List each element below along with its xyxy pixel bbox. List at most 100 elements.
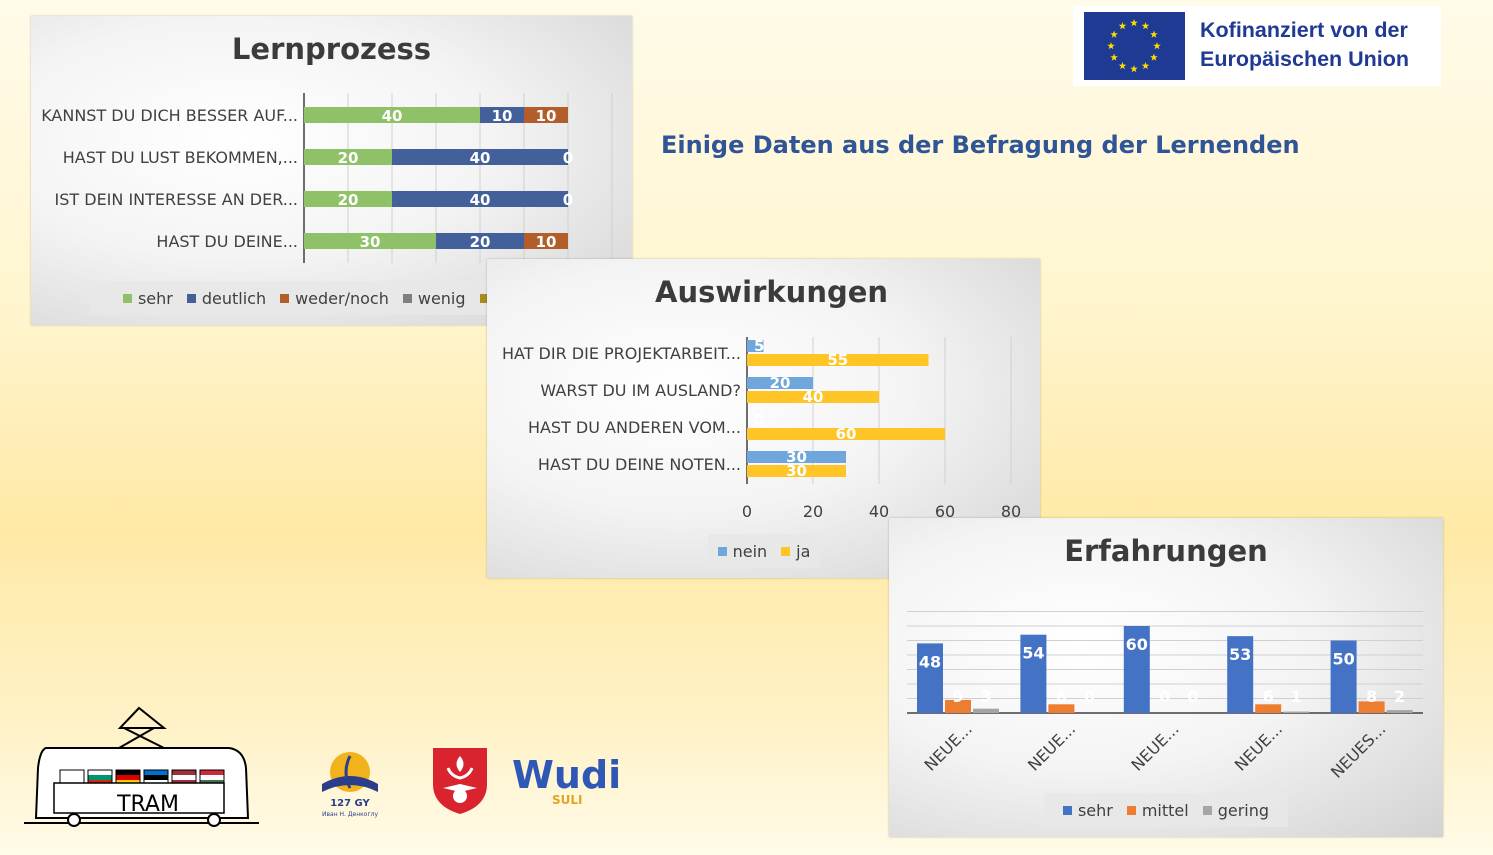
legend-swatch [479, 293, 489, 303]
data-label: 0 [754, 411, 764, 429]
bar-ja [747, 465, 846, 477]
category-label: NEUE... [1127, 719, 1182, 774]
legend-item: gering [1202, 800, 1270, 820]
wudi-suli-logo: Wudi SULI [512, 753, 621, 807]
eu-star-icon [1110, 30, 1118, 38]
legend-label: nein [732, 541, 768, 561]
school-logo-label: 127 GY [330, 798, 370, 809]
data-label: 48 [919, 652, 941, 671]
legend-label: weder/noch [295, 288, 389, 308]
data-label: 5 [754, 337, 764, 355]
category-label: HAST DU DEINE... [156, 232, 298, 251]
eu-text: Kofinanziert von der Europäischen Union [1200, 16, 1409, 74]
legend-label: wenig [417, 288, 466, 308]
bar-mittel [945, 699, 971, 713]
legend-swatch [781, 546, 791, 556]
x-tick-label: 40 [869, 502, 889, 521]
bar-nein [747, 451, 846, 463]
bar-weder-noch [524, 107, 568, 123]
eu-star-icon [1141, 61, 1150, 70]
category-label: HAST DU DEINE NOTEN... [538, 455, 741, 474]
legend-item: mittel [1126, 800, 1189, 820]
legend-swatch [1202, 805, 1212, 815]
legend-item: ja [781, 542, 810, 561]
data-label: 2 [1394, 687, 1405, 706]
chart-panel-lernprozess: Lernprozess KANNST DU DICH BESSER AUF...… [31, 16, 632, 325]
legend-label: deutlich [201, 288, 267, 308]
data-label: 0 [563, 149, 573, 167]
chart-panel-auswirkungen: Auswirkungen 0 20 40 60 80 HAT DIR DIE PROJEK… [487, 259, 1040, 578]
bar-nein [747, 340, 764, 352]
x-tick-label: 80 [1001, 502, 1021, 521]
data-label: 60 [836, 425, 857, 443]
data-label: 0 [1159, 687, 1170, 706]
bar-sehr [304, 233, 436, 249]
eu-star-icon [1150, 53, 1158, 61]
data-label: 40 [470, 149, 491, 167]
bar-sehr [1123, 626, 1150, 713]
bar-deutlich [392, 191, 568, 207]
chart-legend: sehr mittel gering [1044, 793, 1288, 827]
data-label: 10 [492, 107, 513, 125]
legend-swatch [1126, 805, 1136, 815]
bar-sehr [1020, 634, 1047, 713]
data-label: 0 [563, 191, 573, 209]
legend-label: mittel [1141, 800, 1189, 820]
tram-label: TRAM [116, 792, 179, 817]
page-subtitle: Einige Daten aus der Befragung der Lerne… [661, 131, 1300, 159]
chart-title: Auswirkungen [655, 275, 889, 309]
legend-item: deutlich [186, 288, 267, 308]
bar-sehr [1227, 636, 1254, 713]
x-tick-label: 60 [935, 502, 955, 521]
category-label: HAT DIR DIE PROJEKTARBEIT... [502, 344, 741, 363]
legend-item: sehr [122, 289, 173, 308]
data-label: 0 [1187, 687, 1198, 706]
data-label: 20 [470, 233, 491, 251]
eu-text-line1: Kofinanziert von der [1200, 18, 1408, 42]
data-label: 20 [338, 191, 359, 209]
data-label: 30 [786, 462, 807, 480]
legend-item: wenig [402, 288, 466, 308]
school-logo-sub: Иван Н. Денкоглу [322, 811, 378, 818]
bar-mittel [1048, 704, 1075, 713]
category-label: IST DEIN INTERESSE AN DER... [55, 190, 298, 209]
bar-gering [973, 708, 999, 713]
chart-plot-lernprozess: KANNST DU DICH BESSER AUF... 40 10 10 HAST D… [41, 93, 613, 263]
legend-label: gering [1217, 800, 1270, 820]
eu-cofunding-logo: Kofinanziert von der Europäischen Union [1073, 6, 1441, 86]
data-label: 10 [536, 233, 557, 251]
legend-item: weder/noch [280, 289, 389, 308]
data-label: 20 [770, 374, 791, 392]
chart-panel-erfahrungen: Erfahrungen 48 9 3 NEUE... 54 6 0 NEUE... 60 0 0 NE… [889, 518, 1443, 837]
legend-swatch [122, 293, 132, 303]
bar-nein [747, 377, 813, 389]
bar-mittel [1255, 704, 1282, 713]
bar-deutlich [392, 149, 568, 165]
legend-label: sehr [1077, 800, 1113, 820]
bar-gering [1283, 711, 1310, 713]
data-label: 0 [1084, 687, 1095, 706]
category-label: WARST DU IM AUSLAND? [540, 381, 741, 400]
eu-star-icon [1150, 30, 1158, 38]
eu-flag-icon [1084, 12, 1185, 80]
category-label: HAST DU LUST BEKOMMEN,... [63, 148, 298, 167]
bar-sehr [304, 191, 392, 207]
bar-sehr [1330, 640, 1357, 713]
legend-swatch [1062, 805, 1072, 815]
data-label: 60 [1126, 635, 1148, 654]
chart-legend: nein ja [708, 534, 820, 568]
data-label: 8 [1366, 687, 1377, 706]
data-label: 40 [382, 107, 403, 125]
data-label: 53 [1229, 645, 1251, 664]
eu-star-icon [1153, 42, 1161, 50]
x-tick-label: 0 [742, 502, 752, 521]
eu-star-icon [1118, 61, 1127, 70]
legend-swatch [402, 293, 412, 303]
data-label: 40 [803, 388, 824, 406]
legend-item: nein [717, 541, 768, 561]
chart-title: Erfahrungen [1064, 534, 1268, 568]
bar-gering [1386, 710, 1413, 713]
bar-sehr [304, 107, 480, 123]
